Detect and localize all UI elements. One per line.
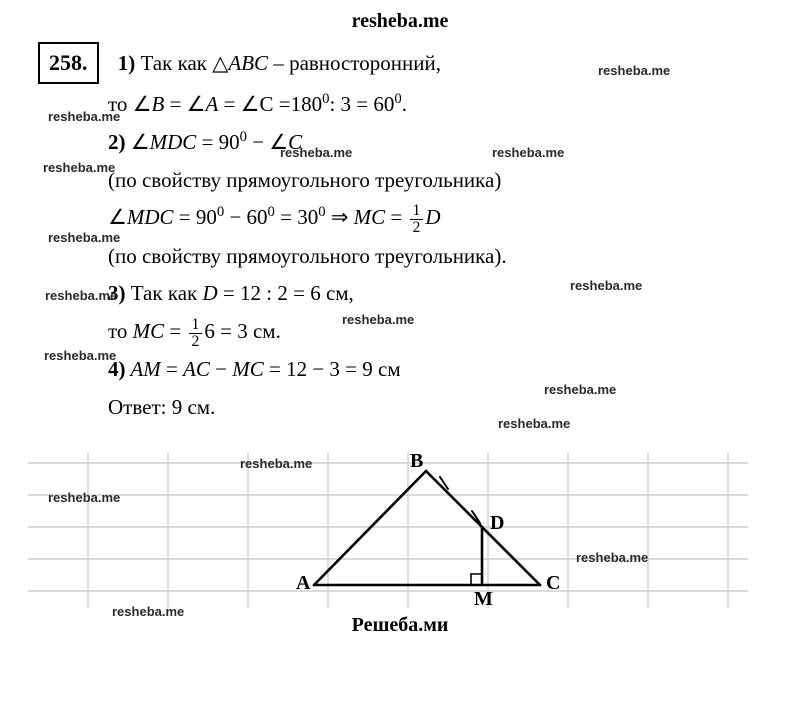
triangle-diagram: A B C D M bbox=[28, 433, 748, 608]
t: ∠ bbox=[126, 130, 150, 154]
svg-text:C: C bbox=[546, 572, 560, 594]
page-footer: Решеба.ми bbox=[0, 608, 800, 637]
t: то ∠ bbox=[108, 92, 151, 116]
t: Так как △ bbox=[141, 51, 229, 75]
svg-text:B: B bbox=[410, 450, 423, 472]
t: = ∠C =180 bbox=[218, 92, 322, 116]
t: B bbox=[151, 92, 164, 116]
t: MC bbox=[354, 205, 386, 229]
solution-body: 258. 1) Так как △ABC – равносторонний, т… bbox=[0, 42, 800, 425]
t: = ∠ bbox=[164, 92, 205, 116]
t: = bbox=[161, 357, 183, 381]
t: D bbox=[425, 205, 440, 229]
line-9: 4) AM = AC − MC = 12 − 3 = 9 см bbox=[38, 352, 776, 387]
t: A bbox=[205, 92, 218, 116]
line-3: 2) ∠MDC = 900 − ∠C bbox=[38, 125, 776, 160]
line-8: то MC = 126 = 3 см. bbox=[38, 314, 776, 349]
t: – равносторонний, bbox=[268, 51, 441, 75]
line-6: (по свойству прямоугольного треугольника… bbox=[38, 239, 776, 274]
t: . bbox=[402, 92, 407, 116]
t: AC bbox=[183, 357, 210, 381]
t: − ∠ bbox=[247, 130, 288, 154]
t: 6 = 3 см. bbox=[204, 319, 280, 343]
t: ABC bbox=[228, 51, 268, 75]
deg: 0 bbox=[268, 204, 275, 220]
line-7: 3) Так как D = 12 : 2 = 6 см, bbox=[38, 276, 776, 311]
t: D bbox=[203, 281, 218, 305]
deg: 0 bbox=[394, 91, 401, 107]
t: ⇒ bbox=[326, 205, 354, 229]
t: ∠ bbox=[108, 205, 127, 229]
line-5: ∠MDC = 900 − 600 = 300 ⇒ MC = 12D bbox=[38, 200, 776, 235]
line-answer: Ответ: 9 см. bbox=[38, 390, 776, 425]
svg-text:M: M bbox=[474, 588, 493, 608]
t: : 3 = 60 bbox=[329, 92, 394, 116]
problem-number: 258. bbox=[38, 42, 99, 84]
t: = 12 − 3 = 9 см bbox=[264, 357, 401, 381]
deg: 0 bbox=[240, 129, 247, 145]
t: = bbox=[164, 319, 186, 343]
t: AM bbox=[126, 357, 161, 381]
t: − 60 bbox=[224, 205, 267, 229]
fraction: 12 bbox=[410, 203, 424, 236]
t: Так как bbox=[126, 281, 203, 305]
t: − bbox=[210, 357, 232, 381]
svg-text:D: D bbox=[490, 512, 504, 534]
step-num-4: 4) bbox=[108, 357, 126, 381]
t: = 90 bbox=[174, 205, 217, 229]
step-num-1: 1) bbox=[118, 51, 136, 75]
svg-text:A: A bbox=[296, 572, 311, 594]
line-1: 258. 1) Так как △ABC – равносторонний, bbox=[38, 42, 776, 84]
fraction: 12 bbox=[189, 317, 203, 350]
t: MDC bbox=[150, 130, 197, 154]
t: = 12 : 2 = 6 см, bbox=[218, 281, 354, 305]
t: = 30 bbox=[275, 205, 318, 229]
t: то bbox=[108, 319, 133, 343]
t: = bbox=[385, 205, 407, 229]
line-2: то ∠B = ∠A = ∠C =1800: 3 = 600. bbox=[38, 87, 776, 122]
t: MDC bbox=[127, 205, 174, 229]
step-num-3: 3) bbox=[108, 281, 126, 305]
t: MC bbox=[232, 357, 264, 381]
step-num-2: 2) bbox=[108, 130, 126, 154]
t: C bbox=[288, 130, 302, 154]
deg: 0 bbox=[318, 204, 325, 220]
line-4: (по свойству прямоугольного треугольника… bbox=[38, 163, 776, 198]
t: = 90 bbox=[196, 130, 239, 154]
page-header: resheba.me bbox=[0, 0, 800, 39]
t: MC bbox=[133, 319, 165, 343]
